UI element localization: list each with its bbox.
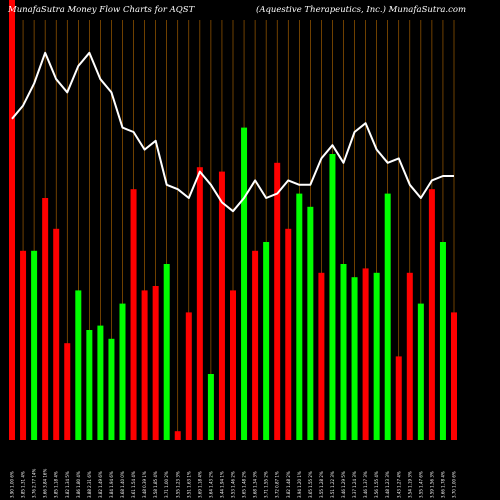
x-tick-label: 3.43 1.27 4%: [396, 471, 401, 498]
bar-down: [130, 189, 137, 440]
bar-down: [141, 290, 148, 440]
bar-down: [274, 162, 281, 441]
bar-down: [9, 0, 15, 440]
x-tick-label: 3.54 1.19 3%: [407, 471, 412, 498]
x-tick-label: 3.46 1.37 3%: [363, 471, 368, 498]
x-tick-label: 3.86 1.80 4%: [76, 471, 81, 498]
x-tick-label: 3.66 1.78 4%: [440, 471, 445, 498]
bar-up: [207, 374, 214, 440]
x-tick-label: 3.55 1.23 3%: [175, 471, 180, 498]
bar-up: [75, 290, 82, 440]
x-tick-label: 3.85 1.18 4%: [54, 471, 59, 498]
bar-down: [64, 343, 71, 440]
bar-down: [451, 312, 457, 440]
bar-up: [373, 272, 380, 440]
x-tick-label: 3.70 1.00 6%: [452, 471, 457, 498]
bar-up: [97, 325, 104, 440]
x-tick-label: 3.51 1.22 3%: [330, 471, 335, 498]
x-tick-label: 3.85 1.31 4%: [21, 471, 26, 498]
bar-up: [307, 206, 314, 440]
chart-title-right: (Aquestive Therapeutics, Inc.) MunafaSut…: [256, 4, 466, 15]
bar-up: [384, 193, 391, 440]
bar-up: [439, 242, 446, 440]
x-tick-label: 3.68 1.40 0%: [120, 471, 125, 498]
x-tick-label: 3.88 2.31 6%: [87, 471, 92, 498]
bar-up: [31, 250, 38, 440]
bar-down: [230, 290, 236, 440]
bar-down: [42, 198, 49, 440]
bar-down: [428, 189, 435, 440]
x-tick-label: 3.94 1.20 1%: [297, 471, 302, 498]
bar-down: [185, 312, 192, 440]
bar-down: [152, 286, 159, 440]
bar-down: [395, 356, 402, 440]
chart-title-left: MunafaSutra Money Flow Charts for AQST: [7, 5, 196, 15]
bar-up: [108, 338, 115, 440]
x-tick-label: 3.56 1.55 4%: [374, 471, 379, 498]
bar-down: [362, 268, 369, 440]
x-tick-label: 3.82 1.48 2%: [286, 471, 291, 498]
x-tick-label: 3.71 1.55 2%: [264, 471, 269, 498]
x-tick-label: 3.55 1.28 2%: [319, 471, 324, 498]
bar-up: [296, 193, 303, 440]
x-tick-label: 3.46 1.29 5%: [341, 471, 346, 498]
bar-down: [406, 272, 413, 440]
bar-down: [196, 167, 203, 440]
price-line: [11, 51, 454, 213]
bar-down: [318, 272, 325, 440]
x-tick-label: 3.48 1.23 3%: [385, 471, 390, 498]
bar-up: [241, 127, 248, 440]
x-tick-label: 3.84 1.94 6%: [109, 471, 114, 498]
x-tick-label: 3.65 1.48 2%: [242, 471, 247, 498]
x-tick-label: 3.68 1.34 3%: [253, 471, 258, 498]
x-tick-label: 3.48 0.39 1%: [142, 471, 147, 498]
x-tick-label: 3.82 1.34 5%: [65, 471, 70, 498]
bar-down: [20, 250, 27, 440]
bar-up: [417, 303, 424, 440]
bar-down: [218, 171, 225, 440]
x-tick-label: 3.71 1.00 2%: [164, 471, 169, 498]
x-tick-label: 3.72 0.87 1%: [275, 471, 280, 498]
bar-up: [329, 154, 336, 440]
x-tick-label: 3.51 1.63 1%: [186, 471, 191, 498]
x-tick-labels: 3.90 1.00 6% 3.85 1.31 4% 3.76 2.77 14% 3.6…: [10, 469, 457, 498]
bar-up: [163, 264, 170, 440]
bar-down: [252, 250, 259, 440]
x-tick-label: 3.69 1.18 4%: [197, 471, 202, 498]
x-tick-label: 3.64 1.43 2%: [208, 471, 213, 498]
bar-up: [351, 277, 358, 440]
price-line-path: [11, 51, 454, 213]
x-tick-label: 3.58 1.85 4%: [153, 471, 158, 498]
x-tick-label: 3.53 1.46 2%: [231, 471, 236, 498]
x-tick-label: 3.59 1.56 3%: [429, 471, 434, 498]
x-tick-label: 3.82 1.49 6%: [98, 471, 103, 498]
x-tick-label: 3.44 1.94 1%: [219, 471, 224, 498]
x-tick-label: 3.55 1.47 6%: [418, 471, 423, 498]
bar-up: [86, 330, 93, 440]
bar-up: [340, 264, 347, 440]
bar-down: [53, 228, 60, 440]
x-tick-label: 3.37 1.24 3%: [352, 471, 357, 498]
x-tick-label: 3.65 1.55 2%: [308, 471, 313, 498]
bar-down: [285, 228, 292, 440]
x-tick-label: 3.61 1.54 4%: [131, 471, 136, 498]
bar-down: [174, 431, 181, 440]
bars: [9, 0, 457, 441]
x-tick-label: 3.66 3.84 16%: [43, 469, 48, 498]
bar-up: [119, 303, 126, 440]
x-tick-label: 3.90 1.00 6%: [10, 471, 15, 498]
x-tick-label: 3.76 2.77 14%: [32, 469, 37, 498]
bar-up: [263, 242, 270, 440]
